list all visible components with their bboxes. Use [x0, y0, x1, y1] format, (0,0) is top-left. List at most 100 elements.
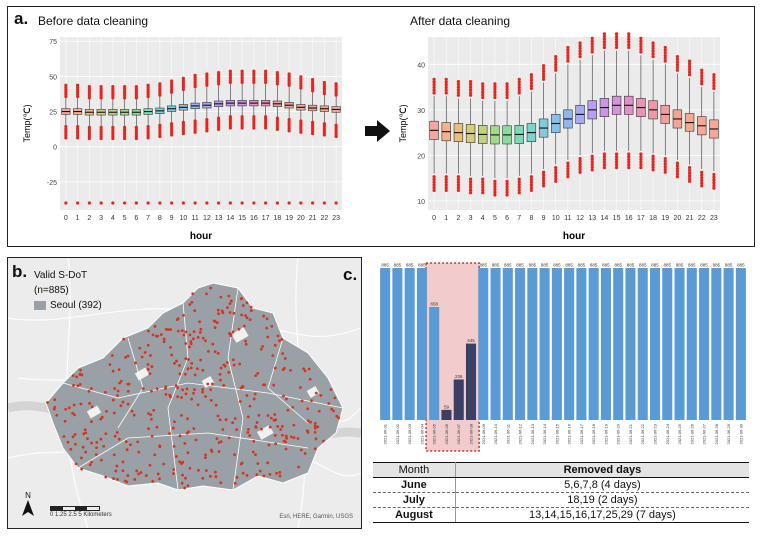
outlier-point	[287, 76, 291, 81]
sensor-point	[227, 294, 231, 298]
sensor-point	[219, 378, 222, 382]
outlier-point	[687, 59, 692, 63]
sensor-point	[211, 342, 215, 346]
sensor-point	[133, 478, 137, 481]
sensor-point	[256, 372, 260, 375]
sensor-point	[192, 427, 196, 430]
outlier-point	[311, 125, 315, 129]
outlier-point	[663, 51, 667, 55]
outlier-point	[432, 177, 436, 182]
outlier-point	[554, 168, 558, 172]
sensor-point	[151, 479, 155, 483]
outlier-point	[87, 127, 91, 132]
sensor-point	[162, 462, 166, 466]
outlier-point	[193, 73, 197, 77]
outlier-point	[193, 121, 197, 125]
sensor-point	[184, 357, 188, 361]
x-tick-label: 11	[564, 215, 571, 222]
outlier-point	[87, 85, 91, 89]
outlier-point	[517, 83, 521, 87]
outlier-point	[590, 50, 594, 54]
outlier-point	[505, 190, 509, 194]
outlier-point	[614, 43, 619, 47]
outlier-point	[651, 52, 655, 56]
outlier-point	[627, 163, 631, 167]
outlier-point	[181, 87, 185, 92]
sensor-point	[187, 430, 190, 434]
outlier-point	[651, 162, 655, 167]
outlier-point	[614, 157, 619, 162]
sensor-point	[254, 453, 257, 457]
x-tick-label: 2021-06-08	[469, 423, 474, 444]
outlier-point	[170, 128, 174, 133]
sensor-point	[126, 474, 130, 477]
sensor-point	[90, 387, 93, 390]
outlier-point	[217, 73, 221, 77]
outlier-point	[566, 169, 570, 173]
sensor-point	[71, 374, 75, 378]
sensor-point	[199, 358, 202, 362]
outlier-point	[240, 69, 244, 73]
outlier-point	[76, 85, 80, 90]
outlier-point	[456, 188, 461, 193]
bar-value-label: 885	[651, 263, 659, 268]
outlier-point	[228, 76, 232, 80]
x-tick-label: 2021-06-18	[591, 423, 596, 444]
outlier-point	[287, 124, 291, 128]
outlier-point	[99, 89, 103, 93]
outlier-point	[76, 131, 80, 135]
sensor-point	[115, 464, 119, 468]
sensor-point	[188, 345, 191, 349]
sensor-point	[129, 443, 132, 447]
outlier-point	[111, 85, 115, 89]
sensor-point	[83, 428, 87, 432]
sensor-point	[214, 475, 218, 478]
sensor-point	[183, 372, 187, 376]
bar-value-label: 885	[504, 263, 512, 268]
outlier-point	[299, 119, 303, 123]
outlier-point	[687, 67, 692, 71]
sensor-point	[158, 444, 161, 448]
sensor-point	[78, 382, 82, 386]
outlier-point	[651, 154, 655, 158]
outlier-point	[205, 124, 209, 128]
outlier-point	[541, 64, 546, 68]
outlier-point	[64, 136, 68, 140]
outlier-point	[505, 87, 509, 91]
bar	[478, 268, 489, 420]
x-tick-label: 5	[123, 215, 127, 222]
outlier-point	[217, 75, 221, 79]
sensor-point	[156, 472, 160, 476]
x-tick-label: 21	[309, 215, 317, 222]
sensor-point	[189, 342, 193, 346]
sensor-point	[188, 466, 192, 470]
bar-value-label: 885	[565, 263, 573, 268]
sensor-point	[146, 343, 150, 347]
outlier-point	[264, 115, 268, 119]
sensor-point	[306, 407, 310, 411]
sensor-point	[241, 471, 245, 475]
outlier-point	[158, 123, 162, 127]
sensor-point	[112, 477, 115, 480]
outlier-point	[158, 134, 162, 139]
bar	[502, 268, 513, 420]
outlier-point	[675, 164, 680, 168]
x-tick-label: 7	[146, 215, 150, 222]
outlier-point	[627, 152, 631, 156]
x-tick-label: 20	[297, 215, 305, 222]
sensor-point	[222, 383, 226, 387]
sensor-point	[90, 460, 93, 464]
sensor-point	[95, 441, 99, 444]
y-tick-label: 10	[417, 199, 425, 206]
sensor-point	[276, 425, 280, 428]
outlier-point	[146, 127, 150, 131]
bar-value-label: 885	[406, 263, 414, 268]
sensor-point	[148, 372, 152, 376]
outlier-point	[87, 130, 91, 134]
x-tick-label: 2	[456, 215, 460, 222]
outlier-point	[76, 129, 80, 133]
outlier-point	[627, 34, 631, 39]
outlier-point	[529, 180, 534, 184]
outlier-point	[134, 130, 138, 134]
